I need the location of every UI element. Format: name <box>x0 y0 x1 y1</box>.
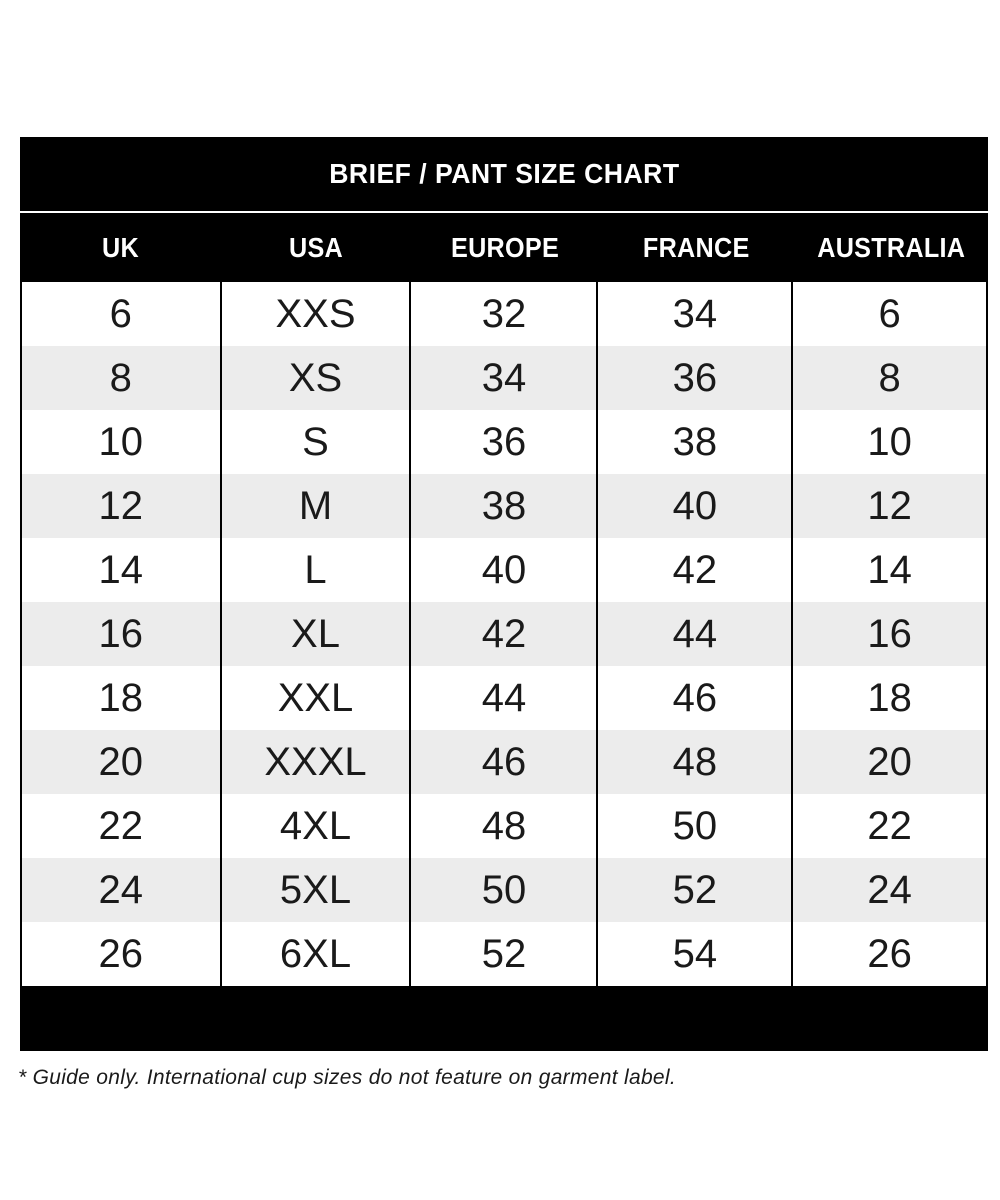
table-cell: 16 <box>22 602 222 666</box>
size-chart: BRIEF / PANT SIZE CHART UK USA EUROPE FR… <box>18 137 988 1090</box>
table-cell: 50 <box>411 858 599 922</box>
table-cell: 24 <box>22 858 222 922</box>
table-row: 16 XL 42 44 16 <box>22 602 986 666</box>
table-cell: 36 <box>598 346 794 410</box>
column-header-label: AUSTRALIA <box>817 231 966 263</box>
table-cell: 46 <box>598 666 794 730</box>
table-cell: 10 <box>22 410 222 474</box>
table-cell: 6XL <box>222 922 412 986</box>
table-cell: 12 <box>22 474 222 538</box>
table-cell: 52 <box>411 922 599 986</box>
table-cell: 26 <box>867 931 912 976</box>
table-row: 14 L 40 42 14 <box>22 538 986 602</box>
table-header-row: UK USA EUROPE FRANCE AUSTRALIA <box>20 213 988 282</box>
column-header-label: USA <box>288 231 343 263</box>
table-cell: 38 <box>598 410 794 474</box>
column-header-france: FRANCE <box>599 213 795 282</box>
column-header-label: UK <box>101 231 139 263</box>
table-cell: 4XL <box>222 794 412 858</box>
title-bar: BRIEF / PANT SIZE CHART <box>20 137 988 211</box>
table-cell: 40 <box>598 474 794 538</box>
table-cell: 14 <box>867 547 912 592</box>
table-cell: XXXL <box>222 730 412 794</box>
table-row: 8 XS 34 36 8 <box>22 346 986 410</box>
table-row: 24 5XL 50 52 24 <box>22 858 986 922</box>
table-cell: 38 <box>411 474 599 538</box>
table-cell: 46 <box>411 730 599 794</box>
table-cell: 22 <box>22 794 222 858</box>
table-cell: L <box>222 538 412 602</box>
table-cell: 18 <box>22 666 222 730</box>
table-row: 18 XXL 44 46 18 <box>22 666 986 730</box>
column-header-europe: EUROPE <box>411 213 599 282</box>
column-header-usa: USA <box>220 213 411 282</box>
table-cell: 44 <box>598 602 794 666</box>
table-cell: 16 <box>867 611 912 656</box>
table-cell: 44 <box>411 666 599 730</box>
table-cell: XS <box>222 346 412 410</box>
table-cell: XL <box>222 602 412 666</box>
table-cell: 34 <box>598 282 794 346</box>
column-header-uk: UK <box>20 213 220 282</box>
table-cell: 34 <box>411 346 599 410</box>
table-cell: 20 <box>867 739 912 784</box>
page-title: BRIEF / PANT SIZE CHART <box>328 158 680 189</box>
table-cell: S <box>222 410 412 474</box>
table-cell: 48 <box>411 794 599 858</box>
table-cell: 26 <box>22 922 222 986</box>
table-cell: 10 <box>867 419 912 464</box>
table-row: 26 6XL 52 54 26 <box>22 922 986 986</box>
table-row: 10 S 36 38 10 <box>22 410 986 474</box>
table-row: 6 XXS 32 34 6 <box>22 282 986 346</box>
column-header-label: EUROPE <box>450 231 559 263</box>
table-row: 12 M 38 40 12 <box>22 474 986 538</box>
table-cell: 52 <box>598 858 794 922</box>
title-divider <box>20 211 988 213</box>
table-cell: 36 <box>411 410 599 474</box>
table-cell: 24 <box>867 867 912 912</box>
table-cell: XXS <box>222 282 412 346</box>
footnote: * Guide only. International cup sizes do… <box>18 1066 677 1089</box>
column-header-label: FRANCE <box>643 231 750 263</box>
table-cell: 8 <box>878 355 901 400</box>
column-header-australia: AUSTRALIA <box>794 213 988 282</box>
footer-bar <box>20 986 988 1051</box>
table-cell: M <box>222 474 412 538</box>
table-cell: 8 <box>22 346 222 410</box>
table-cell: 40 <box>411 538 599 602</box>
table-cell: 18 <box>867 675 912 720</box>
table-cell: 20 <box>22 730 222 794</box>
table-cell: 32 <box>411 282 599 346</box>
table-cell: 42 <box>598 538 794 602</box>
table-cell: 6 <box>878 291 901 336</box>
table-cell: 48 <box>598 730 794 794</box>
table-cell: 6 <box>22 282 222 346</box>
table-cell: 42 <box>411 602 599 666</box>
table-row: 22 4XL 48 50 22 <box>22 794 986 858</box>
table-cell: 54 <box>598 922 794 986</box>
table-cell: 22 <box>867 803 912 848</box>
table-cell: 50 <box>598 794 794 858</box>
table-row: 20 XXXL 46 48 20 <box>22 730 986 794</box>
table-cell: 14 <box>22 538 222 602</box>
table-cell: XXL <box>222 666 412 730</box>
table-body: 6 XXS 32 34 6 8 XS 34 36 8 10 S 36 38 10… <box>20 282 988 986</box>
table-cell: 5XL <box>222 858 412 922</box>
table-cell: 12 <box>867 483 912 528</box>
